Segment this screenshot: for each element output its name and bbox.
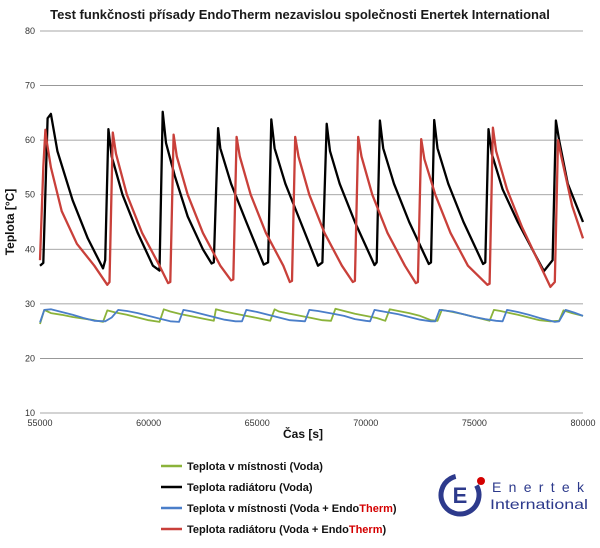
x-tick-label: 75000 <box>462 418 487 428</box>
logo-name: Enertek <box>492 479 585 495</box>
legend-entry-3: Teplota radiátoru (Voda + EndoTherm) <box>187 524 386 536</box>
y-tick-label: 70 <box>25 81 35 91</box>
gridlines <box>40 30 583 414</box>
series-line-1 <box>39 110 585 273</box>
logo-subtitle: International <box>490 496 588 512</box>
x-tick-label: 70000 <box>353 418 378 428</box>
y-tick-labels: 10 20 30 40 50 60 70 80 <box>25 26 35 418</box>
logo-mark-letter: E <box>453 483 468 508</box>
x-tick-label: 65000 <box>245 418 270 428</box>
series-lines <box>38 110 585 325</box>
y-tick-label: 50 <box>25 190 35 200</box>
series-line-3 <box>38 126 585 289</box>
y-tick-label: 30 <box>25 299 35 309</box>
logo-ring-mark <box>438 473 482 517</box>
y-tick-label: 80 <box>25 26 35 36</box>
x-tick-labels: 55000 60000 65000 70000 75000 80000 <box>27 418 595 428</box>
chart-title: Test funkčnosti přísady EndoTherm nezavi… <box>50 7 550 22</box>
y-tick-label: 10 <box>25 408 35 418</box>
y-tick-label: 60 <box>25 135 35 145</box>
x-axis-title: Čas [s] <box>283 426 323 441</box>
x-tick-label: 60000 <box>136 418 161 428</box>
legend: Teplota v místnosti (Voda) Teplota radiá… <box>161 461 397 536</box>
y-tick-label: 20 <box>25 353 35 363</box>
y-axis-title: Teplota [°C] <box>3 189 17 256</box>
logo-red-dot <box>477 477 485 485</box>
legend-entry-1: Teplota radiátoru (Voda) <box>187 482 313 494</box>
series-line-2 <box>39 308 584 323</box>
enertek-logo: E Enertek International <box>438 473 588 517</box>
x-tick-label: 80000 <box>570 418 595 428</box>
legend-entry-2: Teplota v místnosti (Voda + EndoTherm) <box>187 503 397 515</box>
y-tick-label: 40 <box>25 244 35 254</box>
legend-entry-0: Teplota v místnosti (Voda) <box>187 461 323 473</box>
x-tick-label: 55000 <box>27 418 52 428</box>
